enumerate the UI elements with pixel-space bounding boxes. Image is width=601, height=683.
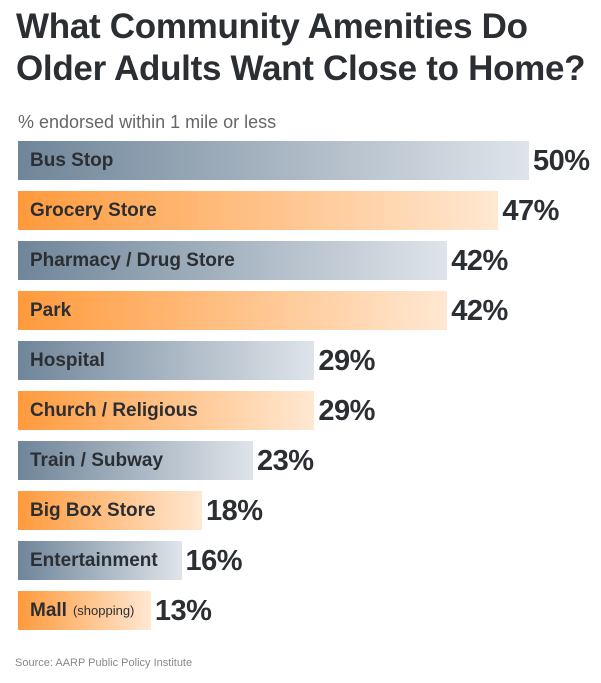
bar-label: Bus Stop <box>30 149 114 171</box>
bar-grocery-store: Grocery Store <box>18 191 499 230</box>
bar-label: Park <box>30 299 72 321</box>
bar-park: Park <box>18 291 448 330</box>
data-label: 29% <box>318 395 375 427</box>
bar-label: Mall <box>30 599 67 621</box>
chart-title: What Community Amenities Do Older Adults… <box>16 7 586 88</box>
source-note: Source: AARP Public Policy Institute <box>15 657 193 669</box>
data-label: 42% <box>451 295 508 327</box>
bar-church-religious: Church / Religious <box>18 391 315 430</box>
data-label: 23% <box>257 445 314 477</box>
bar-label: Train / Subway <box>30 449 164 471</box>
bar-mall: Mall (shopping) <box>18 591 151 630</box>
data-label: 18% <box>205 495 263 527</box>
bar-entertainment: Entertainment <box>18 541 182 580</box>
data-label: 16% <box>185 545 243 577</box>
data-label: 13% <box>154 595 212 627</box>
bar-label: Grocery Store <box>30 199 157 221</box>
bar-train-subway: Train / Subway <box>18 441 254 480</box>
bar-label: Pharmacy / Drug Store <box>30 249 235 271</box>
bar-bus-stop: Bus Stop <box>18 141 529 180</box>
bar-pharmacy-drug-store: Pharmacy / Drug Store <box>18 241 448 280</box>
bar-big-box-store: Big Box Store <box>18 491 202 530</box>
data-label: 47% <box>502 195 559 227</box>
bar-label: Entertainment <box>30 549 158 571</box>
bar-label: Church / Religious <box>30 399 198 421</box>
bar-hospital: Hospital <box>18 341 315 380</box>
data-label: 29% <box>318 345 375 377</box>
chart-subtitle: % endorsed within 1 mile or less <box>18 112 277 132</box>
data-label: 42% <box>451 245 508 277</box>
bar-label: Hospital <box>30 349 105 371</box>
bar-label-note: (shopping) <box>72 603 135 618</box>
data-label: 50% <box>533 145 590 177</box>
bar-label: Big Box Store <box>30 499 156 521</box>
